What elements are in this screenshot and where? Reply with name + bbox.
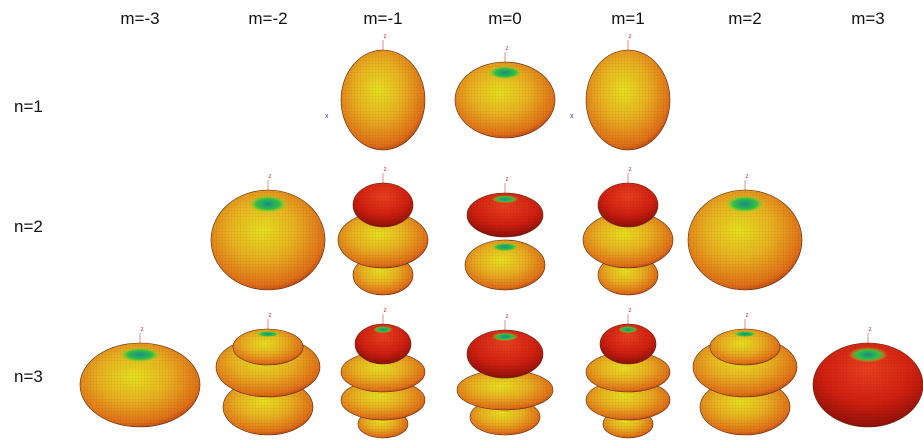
- column-header: m=1: [611, 9, 645, 28]
- column-header: m=-1: [363, 9, 402, 28]
- mesh: [341, 50, 425, 150]
- mesh: [813, 343, 923, 427]
- mesh: [353, 183, 413, 227]
- axis-label: z: [746, 313, 749, 319]
- mesh: [600, 324, 656, 364]
- row-label: n=1: [14, 97, 43, 116]
- dimple: [255, 330, 281, 338]
- dimple: [491, 242, 519, 252]
- dimple: [487, 65, 523, 80]
- dimple: [491, 195, 519, 204]
- mesh: [583, 212, 673, 268]
- mesh: [341, 352, 425, 392]
- axis-label: z: [746, 174, 749, 180]
- mesh: [233, 329, 303, 365]
- mesh: [586, 352, 670, 392]
- dimple: [248, 195, 288, 213]
- column-header: m=-3: [120, 9, 159, 28]
- mesh: [457, 370, 553, 410]
- axis-label: z: [506, 177, 509, 183]
- axis-label: x: [570, 113, 574, 120]
- mesh: [598, 183, 658, 227]
- column-header: m=3: [851, 9, 885, 28]
- axis-label: z: [141, 327, 144, 333]
- mesh: [465, 240, 545, 290]
- column-header: m=0: [488, 9, 522, 28]
- dimple: [732, 330, 758, 338]
- axis-label: z: [506, 46, 509, 52]
- axis-label: z: [506, 314, 509, 320]
- axis-label: z: [869, 327, 872, 333]
- axis-label: z: [629, 167, 632, 173]
- dimple: [119, 347, 161, 363]
- row-label: n=2: [14, 217, 43, 236]
- mesh: [455, 62, 555, 138]
- column-header: m=-2: [248, 9, 287, 28]
- axis-label: z: [629, 308, 632, 314]
- axis-label: z: [269, 313, 272, 319]
- mesh: [688, 190, 802, 290]
- mesh: [355, 324, 411, 364]
- mesh: [341, 380, 425, 420]
- column-header: m=2: [728, 9, 762, 28]
- mesh: [710, 329, 780, 365]
- axis-label: z: [384, 167, 387, 173]
- axis-label: z: [629, 34, 632, 40]
- dimple: [725, 195, 765, 213]
- axis-label: z: [384, 34, 387, 40]
- dimple: [618, 326, 638, 334]
- mesh: [586, 50, 670, 150]
- mesh: [467, 330, 543, 378]
- dimple: [848, 347, 888, 363]
- mesh: [80, 343, 200, 427]
- dimple: [373, 326, 393, 334]
- row-label: n=3: [14, 367, 43, 386]
- mesh: [211, 190, 325, 290]
- dimple: [491, 332, 519, 342]
- axis-label: z: [384, 308, 387, 314]
- mesh: [467, 193, 543, 237]
- axis-label: x: [325, 113, 329, 120]
- mesh: [586, 380, 670, 420]
- mesh: [338, 212, 428, 268]
- axis-label: z: [269, 174, 272, 180]
